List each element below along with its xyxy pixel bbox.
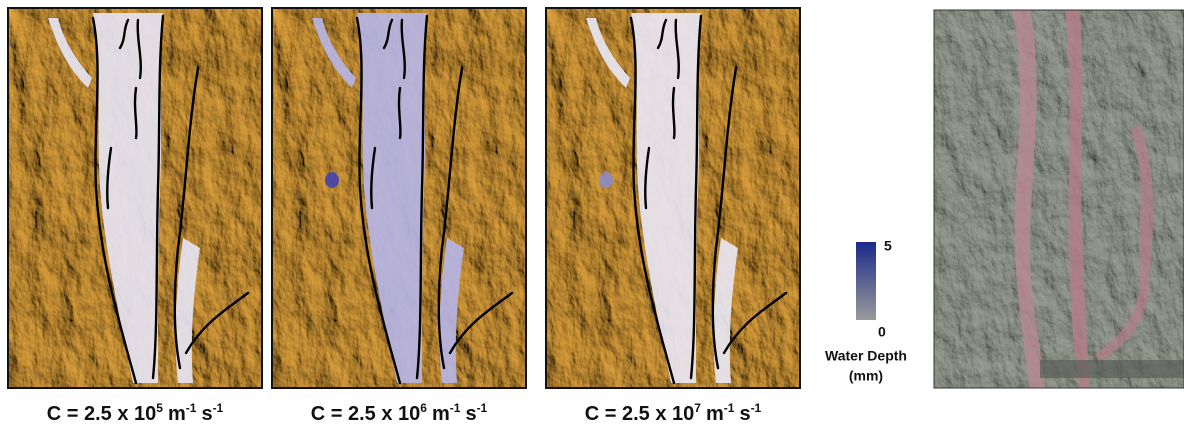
- pool: [325, 172, 339, 188]
- panels: [8, 8, 800, 388]
- caption-part: -1: [186, 401, 197, 415]
- colorbar-title: Water Depth: [825, 348, 907, 364]
- terrain-panel: [272, 8, 526, 388]
- caption-part: C = 2.5 x 10: [585, 403, 695, 425]
- caption-part: 7: [694, 401, 701, 415]
- terrain-panel: [8, 8, 262, 388]
- colorbar-min: 0: [878, 324, 886, 340]
- caption-part: C = 2.5 x 10: [311, 403, 421, 425]
- caption-part: 5: [156, 401, 163, 415]
- caption-part: m: [706, 403, 724, 425]
- caption-part: -1: [477, 401, 488, 415]
- caption-part: -1: [450, 401, 461, 415]
- figure: 5 0 Water Depth (mm) C = 2.5 x 105m-1s-1…: [0, 0, 1184, 430]
- caption-part: s: [201, 403, 212, 425]
- terrain-panel: [546, 8, 800, 388]
- caption-part: -1: [213, 401, 224, 415]
- caption-part: 6: [420, 401, 427, 415]
- page: {"panels": [ {"caption": ["C = 2.5 x 10"…: [0, 0, 1184, 430]
- photo: [934, 10, 1184, 388]
- colorbar-max: 5: [884, 238, 892, 254]
- pool: [599, 172, 613, 188]
- colorbar: [856, 242, 876, 320]
- colorbar-unit: (mm): [849, 368, 883, 384]
- caption-part: -1: [751, 401, 762, 415]
- caption-part: s: [465, 403, 476, 425]
- caption-part: -1: [724, 401, 735, 415]
- caption-part: m: [432, 403, 450, 425]
- caption-part: s: [739, 403, 750, 425]
- caption-part: m: [168, 403, 186, 425]
- caption-part: C = 2.5 x 10: [47, 403, 157, 425]
